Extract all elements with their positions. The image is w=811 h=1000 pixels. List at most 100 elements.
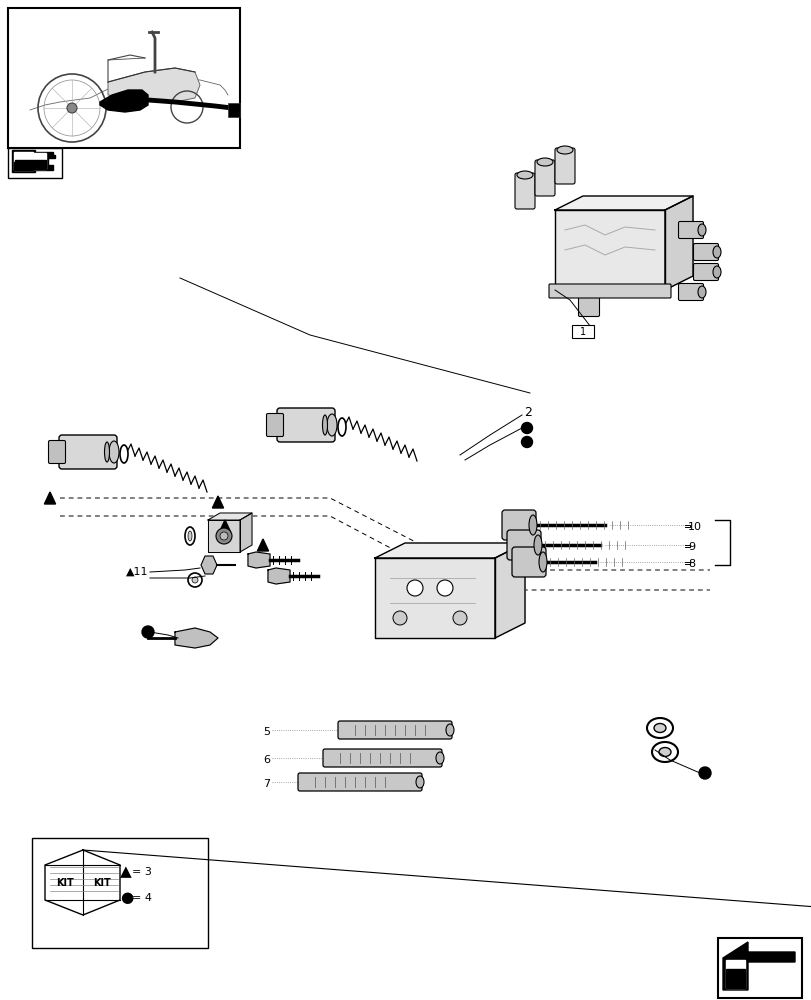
Text: 7: 7 bbox=[263, 779, 270, 789]
FancyBboxPatch shape bbox=[266, 414, 283, 436]
Polygon shape bbox=[100, 90, 148, 112]
Ellipse shape bbox=[322, 415, 327, 435]
Text: 1: 1 bbox=[579, 327, 586, 337]
Bar bbox=[228, 103, 240, 117]
Circle shape bbox=[191, 577, 198, 583]
Ellipse shape bbox=[415, 776, 423, 788]
Circle shape bbox=[67, 103, 77, 113]
Ellipse shape bbox=[646, 718, 672, 738]
Text: 2: 2 bbox=[523, 406, 531, 420]
Circle shape bbox=[436, 580, 453, 596]
Ellipse shape bbox=[659, 748, 670, 756]
Polygon shape bbox=[722, 942, 794, 990]
Circle shape bbox=[393, 611, 406, 625]
Ellipse shape bbox=[528, 515, 536, 535]
FancyBboxPatch shape bbox=[298, 773, 422, 791]
Text: ▲11: ▲11 bbox=[126, 567, 148, 577]
Polygon shape bbox=[219, 520, 230, 532]
Polygon shape bbox=[247, 552, 270, 568]
Circle shape bbox=[188, 573, 202, 587]
FancyBboxPatch shape bbox=[514, 173, 534, 209]
Polygon shape bbox=[15, 160, 46, 169]
Polygon shape bbox=[495, 543, 525, 638]
Ellipse shape bbox=[337, 418, 345, 436]
Text: 6: 6 bbox=[263, 755, 270, 765]
Polygon shape bbox=[45, 492, 55, 504]
Text: ●: ● bbox=[120, 890, 133, 905]
Circle shape bbox=[453, 611, 466, 625]
Text: KIT: KIT bbox=[56, 878, 74, 888]
Polygon shape bbox=[14, 162, 33, 170]
Text: = 3: = 3 bbox=[132, 867, 152, 877]
Ellipse shape bbox=[697, 224, 705, 236]
Ellipse shape bbox=[536, 158, 552, 166]
FancyBboxPatch shape bbox=[59, 435, 117, 469]
Ellipse shape bbox=[327, 414, 337, 436]
Ellipse shape bbox=[653, 724, 665, 732]
Polygon shape bbox=[240, 513, 251, 552]
Ellipse shape bbox=[539, 552, 547, 572]
Text: 8: 8 bbox=[687, 559, 694, 569]
FancyBboxPatch shape bbox=[49, 440, 66, 464]
Polygon shape bbox=[375, 558, 495, 638]
Polygon shape bbox=[12, 150, 55, 172]
Ellipse shape bbox=[697, 286, 705, 298]
Circle shape bbox=[216, 528, 232, 544]
Ellipse shape bbox=[534, 535, 541, 555]
Circle shape bbox=[142, 626, 154, 638]
FancyBboxPatch shape bbox=[678, 222, 702, 238]
Circle shape bbox=[406, 580, 423, 596]
Circle shape bbox=[698, 767, 710, 779]
Polygon shape bbox=[268, 568, 290, 584]
Polygon shape bbox=[208, 513, 251, 520]
Polygon shape bbox=[201, 556, 217, 574]
Text: 5: 5 bbox=[263, 727, 270, 737]
Bar bbox=[8, 8, 240, 148]
Text: ▲: ▲ bbox=[120, 864, 131, 879]
Text: 9: 9 bbox=[687, 542, 694, 552]
Circle shape bbox=[220, 532, 228, 540]
Polygon shape bbox=[212, 496, 223, 508]
FancyBboxPatch shape bbox=[277, 408, 335, 442]
Polygon shape bbox=[14, 152, 33, 170]
FancyBboxPatch shape bbox=[506, 530, 540, 560]
Bar bbox=[32, 838, 208, 948]
Polygon shape bbox=[375, 543, 525, 558]
FancyBboxPatch shape bbox=[548, 284, 670, 298]
Polygon shape bbox=[45, 850, 120, 915]
Ellipse shape bbox=[651, 742, 677, 762]
Polygon shape bbox=[208, 520, 240, 552]
FancyBboxPatch shape bbox=[693, 263, 718, 280]
Polygon shape bbox=[257, 539, 268, 551]
Bar bbox=[717, 938, 801, 998]
FancyBboxPatch shape bbox=[693, 243, 718, 260]
Polygon shape bbox=[554, 196, 692, 210]
Bar bbox=[8, 148, 62, 178]
Ellipse shape bbox=[436, 752, 444, 764]
Circle shape bbox=[521, 422, 532, 434]
Polygon shape bbox=[15, 152, 53, 170]
Ellipse shape bbox=[556, 146, 573, 154]
Polygon shape bbox=[108, 68, 200, 102]
Ellipse shape bbox=[517, 171, 532, 179]
FancyBboxPatch shape bbox=[323, 749, 441, 767]
FancyBboxPatch shape bbox=[554, 148, 574, 184]
Text: 10: 10 bbox=[687, 522, 702, 532]
Polygon shape bbox=[554, 210, 664, 290]
Ellipse shape bbox=[712, 266, 720, 278]
Ellipse shape bbox=[188, 531, 191, 541]
Bar bbox=[571, 325, 594, 338]
FancyBboxPatch shape bbox=[337, 721, 452, 739]
Text: = 4: = 4 bbox=[132, 893, 152, 903]
Ellipse shape bbox=[105, 442, 109, 462]
Polygon shape bbox=[664, 196, 692, 290]
Ellipse shape bbox=[109, 441, 119, 463]
Ellipse shape bbox=[445, 724, 453, 736]
FancyBboxPatch shape bbox=[577, 288, 599, 316]
Polygon shape bbox=[725, 969, 744, 988]
Circle shape bbox=[521, 436, 532, 448]
Polygon shape bbox=[725, 960, 744, 988]
Ellipse shape bbox=[120, 445, 128, 463]
FancyBboxPatch shape bbox=[534, 160, 554, 196]
Ellipse shape bbox=[712, 246, 720, 258]
